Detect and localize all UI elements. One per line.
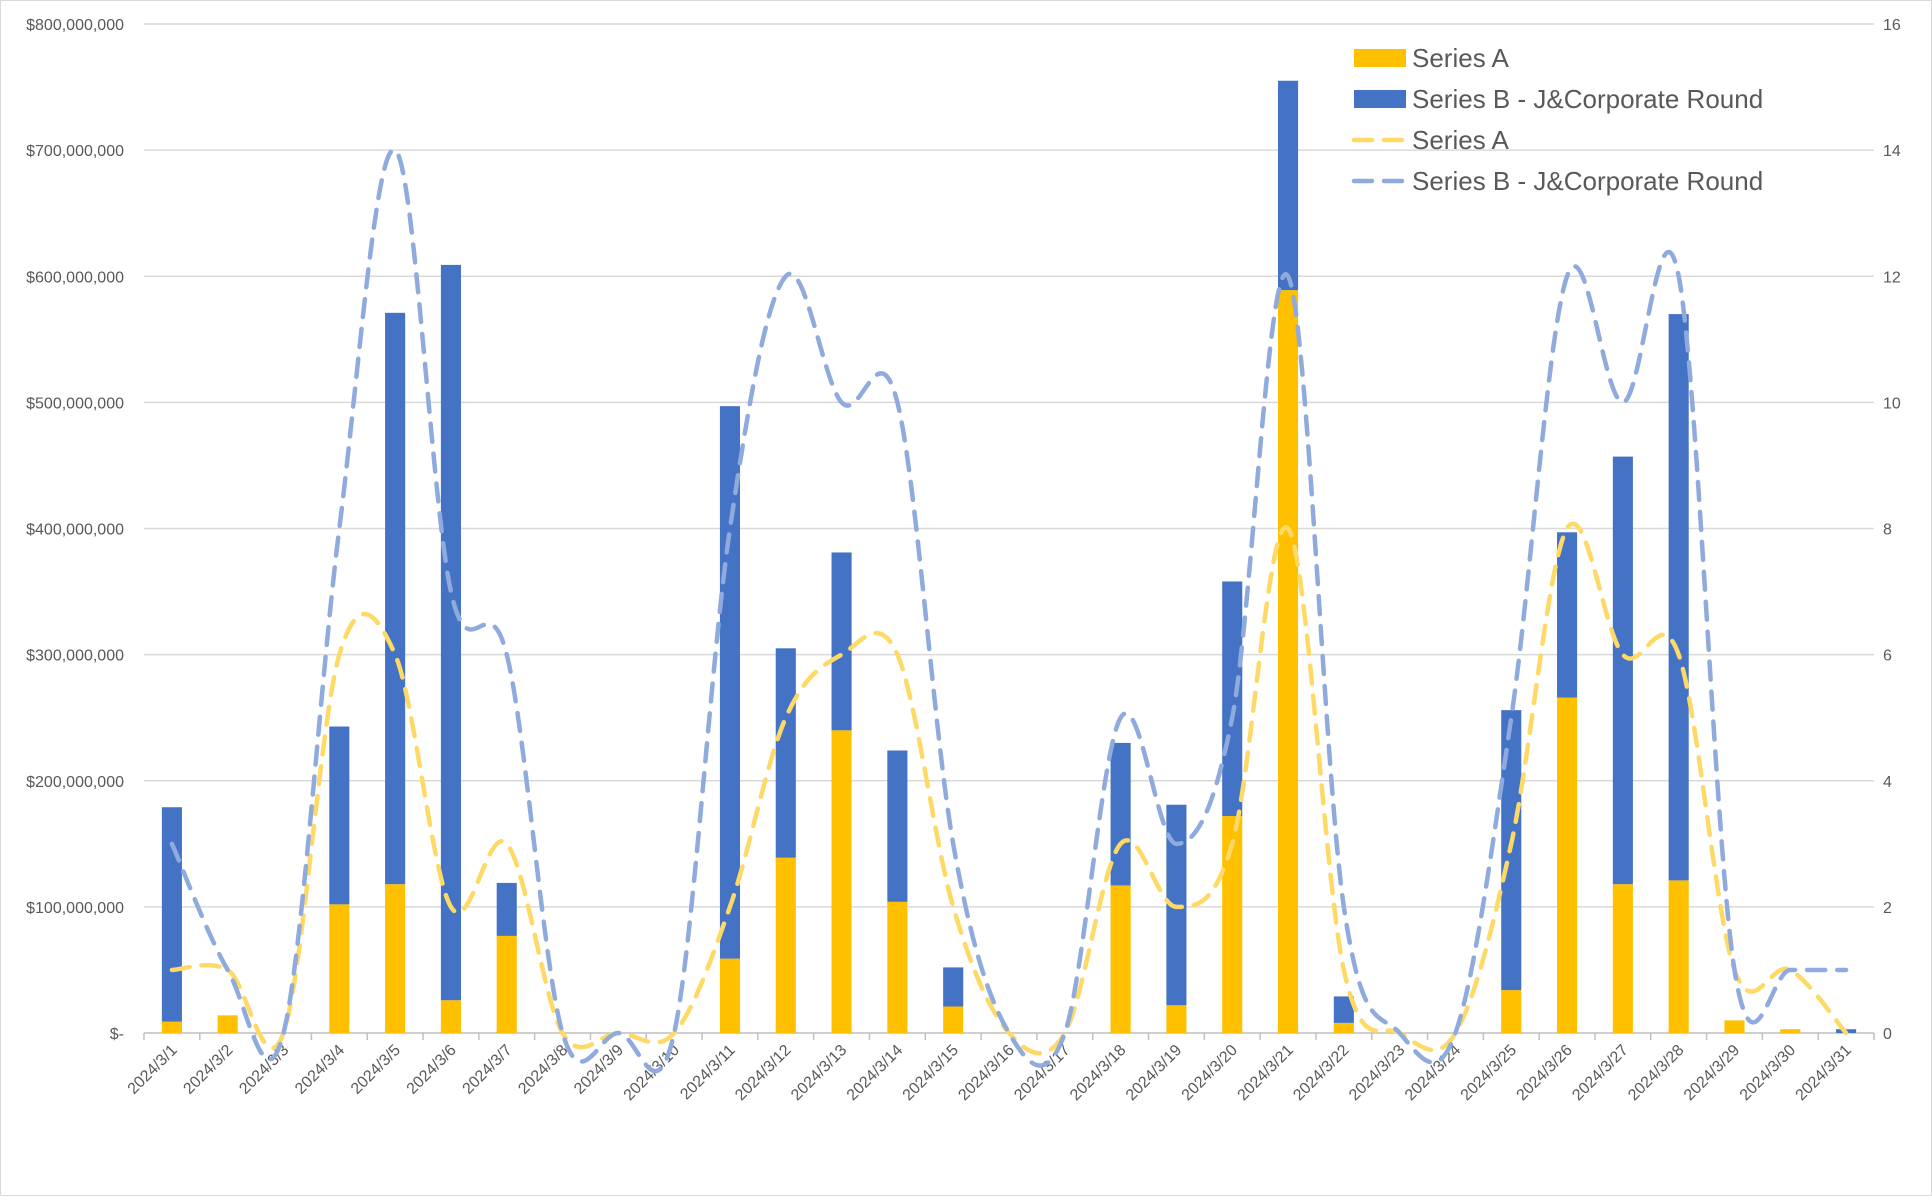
bar-series-a (1277, 290, 1299, 1033)
y-right-tick-label: 0 (1883, 1026, 1892, 1043)
bar-series-b (1222, 581, 1243, 817)
x-tick-label: 2024/3/16 (955, 1042, 1017, 1104)
y-left-tick-label: $700,000,000 (26, 143, 124, 160)
bar-series-a (775, 857, 796, 1033)
bar-series-a (1612, 884, 1633, 1033)
x-tick-label: 2024/3/9 (571, 1042, 627, 1098)
x-tick-label: 2024/3/22 (1290, 1042, 1352, 1104)
bar-series-b (775, 648, 796, 858)
line-series-a (169, 521, 1849, 1056)
bar-series-a (496, 935, 517, 1033)
bar-series-b (1557, 532, 1578, 698)
bar-series-a (887, 901, 908, 1033)
y-right-tick-label: 14 (1883, 143, 1901, 160)
bar-series-a (329, 904, 350, 1033)
bar-series-b (887, 750, 908, 902)
y-left-tick-label: $800,000,000 (26, 17, 124, 34)
bar-series-a (1780, 1029, 1801, 1033)
x-tick-label: 2024/3/26 (1514, 1042, 1576, 1104)
bar-series-a (161, 1021, 182, 1033)
x-tick-label: 2024/3/14 (844, 1042, 906, 1104)
bar-series-b (1277, 80, 1299, 291)
x-tick-label: 2024/3/15 (900, 1042, 962, 1104)
bar-series-b (1668, 314, 1689, 881)
legend-item-bar-series-a: Series A (1412, 43, 1509, 73)
y-right-tick-label: 10 (1883, 395, 1901, 412)
y-left-tick-label: $- (110, 1026, 124, 1043)
y-right-tick-label: 8 (1883, 522, 1892, 539)
bar-series-b (329, 726, 350, 905)
x-tick-label: 2024/3/3 (236, 1042, 292, 1098)
x-tick-label: 2024/3/8 (515, 1042, 571, 1098)
x-tick-label: 2024/3/30 (1737, 1042, 1799, 1104)
bar-series-a (1166, 1005, 1187, 1033)
x-tick-label: 2024/3/5 (348, 1042, 404, 1098)
x-tick-label: 2024/3/1 (125, 1042, 181, 1098)
bar-series-b (1612, 456, 1633, 885)
x-tick-label: 2024/3/25 (1458, 1042, 1520, 1104)
y-left-tick-label: $100,000,000 (26, 900, 124, 917)
x-tick-label: 2024/3/19 (1123, 1042, 1185, 1104)
bar-series-b (943, 967, 964, 1007)
x-tick-label: 2024/3/29 (1681, 1042, 1743, 1104)
x-tick-label: 2024/3/2 (180, 1042, 236, 1098)
y-right-tick-label: 16 (1883, 17, 1901, 34)
bar-series-a (1110, 885, 1131, 1033)
line-series-b (169, 147, 1849, 1074)
y-right-tick-label: 2 (1883, 900, 1892, 917)
bar-series-a (1222, 816, 1243, 1033)
x-tick-label: 2024/3/4 (292, 1042, 348, 1098)
bar-series-a (831, 730, 852, 1033)
y-left-tick-label: $500,000,000 (26, 395, 124, 412)
x-tick-label: 2024/3/28 (1625, 1042, 1687, 1104)
y-right-tick-label: 12 (1883, 269, 1901, 286)
x-tick-label: 2024/3/20 (1179, 1042, 1241, 1104)
legend-item-line-series-a: Series A (1412, 125, 1509, 155)
x-tick-label: 2024/3/21 (1235, 1042, 1297, 1104)
x-tick-label: 2024/3/23 (1346, 1042, 1408, 1104)
bar-series-a (943, 1006, 964, 1033)
x-tick-label: 2024/3/11 (677, 1042, 739, 1104)
x-tick-label: 2024/3/7 (460, 1042, 516, 1098)
bar-series-b (719, 406, 741, 959)
x-tick-label: 2024/3/31 (1793, 1042, 1855, 1104)
bar-series-a (217, 1015, 238, 1033)
bar-series-b (831, 552, 852, 731)
bar-series-a (1333, 1022, 1354, 1033)
x-tick-label: 2024/3/27 (1569, 1042, 1631, 1104)
bar-series-b (161, 807, 182, 1022)
x-tick-label: 2024/3/12 (732, 1042, 794, 1104)
x-tick-label: 2024/3/13 (788, 1042, 850, 1104)
legend-item-bar-series-b-swatch (1354, 90, 1406, 108)
bar-series-a (1557, 697, 1578, 1033)
bar-series-a (1724, 1020, 1745, 1033)
y-left-tick-label: $600,000,000 (26, 269, 124, 286)
y-left-tick-label: $300,000,000 (26, 648, 124, 665)
y-right-tick-label: 6 (1883, 648, 1892, 665)
bar-series-a (719, 958, 741, 1033)
bar-series-a (1668, 880, 1689, 1033)
y-left-tick-label: $200,000,000 (26, 774, 124, 791)
legend-item-line-series-b: Series B - J&Corporate Round (1412, 166, 1763, 196)
x-tick-label: 2024/3/6 (404, 1042, 460, 1098)
bar-series-b (1333, 996, 1354, 1023)
bar-series-b (385, 312, 406, 885)
bar-series-b (440, 264, 461, 1001)
legend-item-bar-series-b: Series B - J&Corporate Round (1412, 84, 1763, 114)
x-tick-label: 2024/3/10 (621, 1042, 683, 1104)
bar-series-a (440, 1000, 461, 1033)
bar-series-a (1501, 990, 1522, 1033)
x-tick-label: 2024/3/18 (1067, 1042, 1129, 1104)
bar-series-a (385, 884, 406, 1033)
y-right-tick-label: 4 (1883, 774, 1892, 791)
bar-series-b (496, 882, 517, 936)
y-left-tick-label: $400,000,000 (26, 522, 124, 539)
bar-series-b (1110, 742, 1131, 886)
legend-item-bar-series-a-swatch (1354, 49, 1406, 67)
